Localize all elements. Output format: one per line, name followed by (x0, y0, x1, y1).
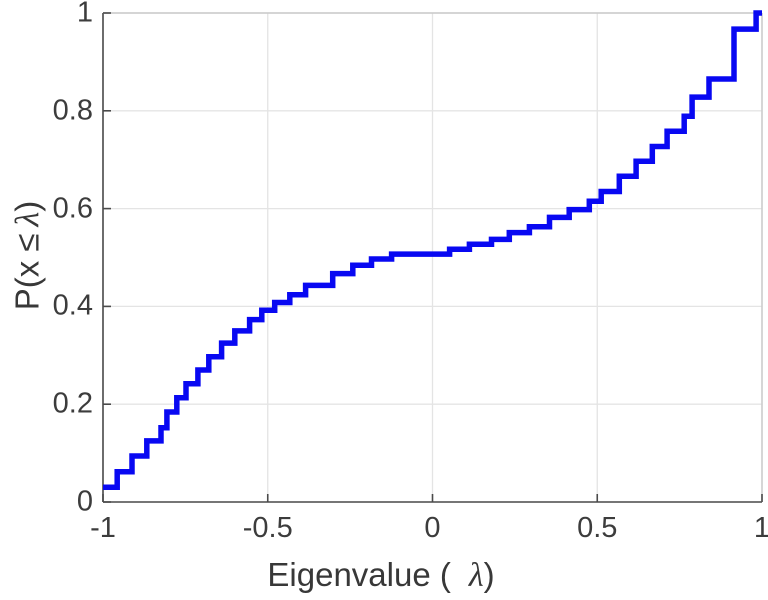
y-tick-label: 0.8 (52, 94, 93, 127)
x-tick-label: 1 (753, 512, 768, 544)
y-tick-label: 0.4 (52, 289, 93, 322)
y-tick-label: 0.6 (52, 192, 93, 225)
x-tick-label: 0.5 (577, 512, 618, 544)
x-axis-label: Eigenvalue ( λ) (0, 558, 762, 593)
y-tick-label: 0.2 (52, 387, 93, 420)
cdf-step-line (103, 10, 762, 491)
x-tick-label: -0.5 (242, 512, 293, 544)
lambda-symbol: λ (468, 557, 484, 594)
x-axis-label-text: Eigenvalue ( (267, 556, 451, 593)
lambda-symbol: λ (9, 211, 47, 227)
axis-ticks (102, 12, 763, 503)
y-tick-label: 1 (76, 0, 93, 29)
y-axis-label: P(x ≤ λ) (8, 106, 47, 406)
x-tick-label: -1 (90, 512, 116, 544)
x-tick-label: 0 (424, 512, 441, 544)
x-axis-label-close: ) (483, 556, 495, 593)
y-axis-label-close: ) (8, 200, 46, 212)
y-tick-label: 0 (76, 485, 93, 518)
y-axis-label-text: P(x ≤ (8, 233, 46, 311)
grid-lines (102, 12, 763, 503)
